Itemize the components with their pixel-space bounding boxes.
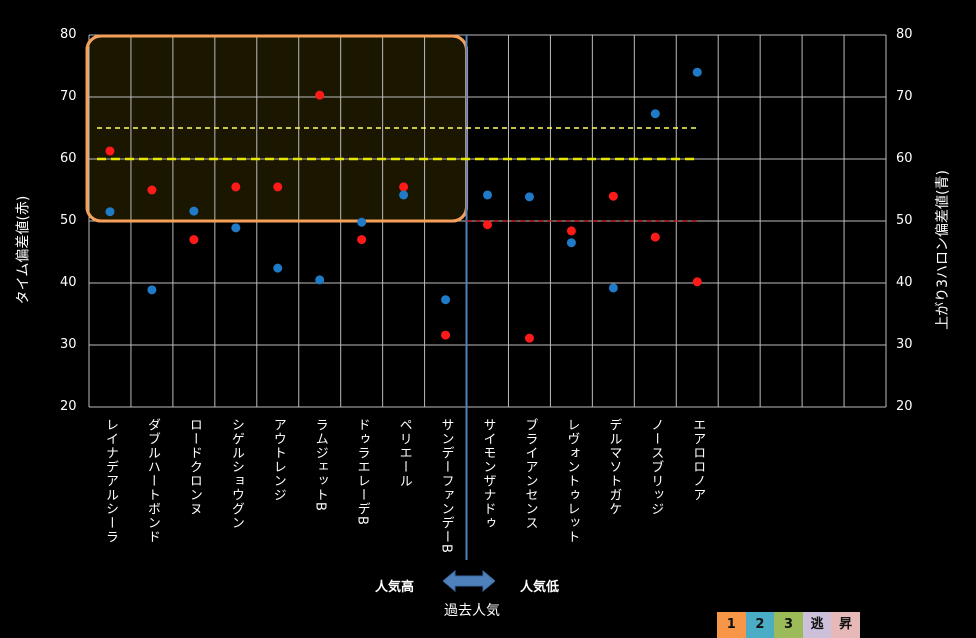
- agari-point: [483, 190, 492, 200]
- category-label: ノースブリッジ: [648, 418, 664, 516]
- y-tick-label-left: 30: [60, 337, 77, 352]
- category-label: デルマソトガケ: [606, 418, 622, 516]
- legend-item: 3: [774, 612, 803, 638]
- popularity-low-label: 人気低: [520, 580, 560, 595]
- y-tick-label-right: 30: [896, 337, 913, 352]
- legend-item: 逃: [802, 612, 832, 638]
- popularity-high-label: 人気高: [375, 580, 415, 595]
- y-tick-label-right: 20: [896, 399, 913, 414]
- category-label: レイナデアルシーラ: [102, 418, 118, 544]
- y-axis-title-right: 上がり3ハロン偏差値(青): [934, 170, 951, 330]
- time-point: [315, 90, 325, 100]
- category-label: エアロロノア: [690, 418, 706, 502]
- y-axis-title-left: タイム偏差値(赤): [15, 195, 32, 305]
- category-label: ペリエール: [396, 418, 412, 488]
- y-tick-label-left: 60: [60, 151, 77, 166]
- y-tick-label-left: 80: [60, 27, 77, 42]
- agari-point: [692, 67, 702, 77]
- time-point: [231, 182, 241, 192]
- agari-point: [147, 285, 157, 295]
- agari-point: [189, 206, 199, 216]
- agari-point: [566, 238, 576, 248]
- legend-item: 昇: [831, 612, 860, 638]
- category-label: レヴォントゥレット: [564, 418, 580, 544]
- category-label: ドゥラエレーデB: [354, 418, 370, 526]
- agari-point: [357, 217, 367, 227]
- time-point: [483, 220, 492, 230]
- y-tick-label-left: 70: [60, 89, 77, 104]
- legend-item: 2: [745, 612, 775, 638]
- time-point: [273, 182, 283, 192]
- y-tick-label-right: 80: [896, 27, 913, 42]
- time-point: [566, 226, 576, 236]
- category-label: サンデーファンデーB: [438, 418, 454, 554]
- y-tick-label-right: 40: [896, 275, 913, 290]
- agari-point: [315, 275, 325, 285]
- time-point: [524, 333, 534, 343]
- category-label: ラムジェットB: [312, 418, 328, 512]
- agari-point: [524, 192, 534, 202]
- category-label: ロードクロンヌ: [186, 418, 202, 516]
- category-label: ブライアンセンス: [522, 418, 538, 530]
- double-arrow-icon: [443, 570, 495, 592]
- legend-item: 1: [717, 612, 746, 638]
- category-label: シゲルショウグン: [228, 418, 244, 530]
- time-point: [147, 185, 157, 195]
- time-point: [357, 235, 367, 245]
- agari-point: [273, 263, 283, 273]
- time-point: [441, 330, 451, 340]
- time-point: [399, 182, 409, 192]
- category-label: ダブルハートボンド: [144, 418, 160, 544]
- y-tick-label-left: 20: [60, 399, 77, 414]
- agari-point: [105, 207, 115, 217]
- y-tick-label-right: 70: [896, 89, 913, 104]
- y-tick-label-left: 40: [60, 275, 77, 290]
- time-point: [608, 191, 618, 201]
- agari-point: [650, 109, 660, 119]
- agari-point: [231, 223, 241, 233]
- time-point: [105, 146, 115, 156]
- agari-point: [399, 190, 409, 200]
- category-label: アウトレンジ: [270, 418, 286, 502]
- past-popularity-label: 過去人気: [444, 603, 500, 619]
- time-point: [692, 277, 702, 287]
- time-point: [189, 235, 199, 245]
- y-tick-label-right: 60: [896, 151, 913, 166]
- agari-point: [441, 295, 451, 305]
- agari-point: [608, 283, 618, 293]
- y-tick-label-right: 50: [896, 213, 913, 228]
- time-point: [650, 232, 660, 242]
- category-label: サイモンザナドゥ: [480, 418, 496, 530]
- y-tick-label-left: 50: [60, 213, 77, 228]
